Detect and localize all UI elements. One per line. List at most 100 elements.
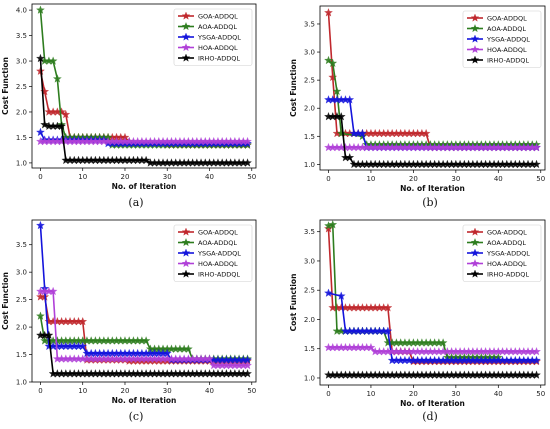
legend-entry: GOA-ADDQL: [198, 228, 238, 236]
x-tick-label: 30: [451, 390, 460, 398]
legend-entry: IRHO-ADDQL: [487, 56, 529, 64]
legend-entry: AOA-ADDQL: [487, 239, 526, 247]
data-point: [243, 369, 252, 378]
data-point: [438, 338, 448, 347]
legend-marker: [470, 227, 480, 236]
legend-marker: [181, 32, 191, 41]
legend-box: [462, 224, 542, 282]
legend-entry: IRHO-ADDQL: [487, 270, 529, 278]
x-tick-label: 0: [326, 175, 330, 183]
y-tick-label: 1.0: [16, 379, 27, 387]
legend-marker: [181, 43, 191, 52]
y-tick-label: 1.0: [304, 374, 315, 382]
y-tick-label: 2.5: [16, 83, 27, 91]
data-point: [36, 53, 45, 63]
data-layer: [324, 8, 541, 169]
data-point: [61, 109, 71, 119]
legend-entry: GOA-ADDQL: [487, 14, 527, 22]
x-tick-label: 0: [38, 173, 42, 181]
legend-marker: [470, 55, 480, 64]
legend-entry: HOA-ADDQL: [198, 260, 238, 268]
legend-entry: GOA-ADDQL: [487, 228, 527, 236]
legend-marker: [181, 11, 191, 20]
data-point: [328, 58, 338, 68]
legend-entry: HOA-ADDQL: [487, 46, 527, 54]
legend-marker: [470, 45, 480, 54]
x-tick-label: 50: [247, 387, 256, 395]
y-tick-label: 3.0: [304, 257, 315, 265]
data-point: [358, 128, 367, 138]
legend-marker: [470, 238, 480, 247]
x-tick-label: 10: [366, 390, 375, 398]
data-point: [328, 72, 338, 82]
data-layer: [36, 220, 252, 378]
x-tick-label: 20: [121, 387, 130, 395]
x-tick-label: 40: [205, 173, 214, 181]
legend-entry: YSGA-ADDQL: [197, 249, 241, 257]
y-tick-label: 3.0: [304, 49, 315, 57]
legend-entry: HOA-ADDQL: [198, 44, 238, 52]
y-axis-label: Cost Function: [1, 272, 10, 330]
y-tick-label: 3.5: [16, 241, 27, 249]
legend-marker: [470, 248, 480, 257]
panel-label: (d): [422, 410, 438, 423]
data-point: [40, 86, 50, 96]
data-point: [243, 158, 252, 167]
data-point: [78, 341, 88, 351]
legend-entry: AOA-ADDQL: [198, 239, 237, 247]
legend-entry: YSGA-ADDQL: [486, 249, 530, 257]
data-point: [345, 95, 355, 104]
data-point: [336, 128, 346, 138]
y-tick-label: 2.5: [16, 296, 27, 304]
data-point: [57, 121, 66, 130]
data-point: [366, 342, 376, 352]
x-tick-label: 10: [78, 173, 87, 181]
x-tick-label: 30: [163, 173, 172, 181]
panel-label: (c): [129, 410, 144, 423]
data-point: [36, 5, 45, 14]
x-tick-label: 10: [78, 387, 87, 395]
x-tick-label: 20: [409, 175, 418, 183]
x-axis-label: No. of Iteration: [112, 396, 177, 405]
legend-marker: [470, 34, 480, 43]
y-tick-label: 1.5: [304, 345, 315, 353]
data-point: [36, 220, 45, 230]
legend-entry: HOA-ADDQL: [487, 260, 527, 268]
chart-panel: 0 10 20 30 40 50 1.0 1.5 2.0 2.5 3.0 3.5 4.0 No. of I…: [1, 3, 257, 209]
data-point: [421, 128, 431, 138]
legend-marker: [181, 269, 191, 278]
data-point: [40, 120, 50, 129]
x-tick-label: 0: [326, 390, 330, 398]
data-point: [48, 56, 58, 65]
data-point: [324, 288, 333, 297]
x-tick-label: 30: [163, 387, 172, 395]
legend-marker: [470, 259, 480, 268]
legend-entry: GOA-ADDQL: [198, 12, 238, 20]
legend-entry: AOA-ADDQL: [198, 23, 237, 31]
y-tick-label: 2.0: [16, 324, 27, 332]
data-point: [328, 220, 338, 229]
legend-marker: [470, 269, 480, 278]
data-point: [532, 159, 541, 169]
x-axis-label: No. of Iteration: [400, 184, 465, 193]
y-tick-label: 3.0: [16, 58, 27, 66]
data-point: [205, 354, 214, 363]
data-point: [532, 370, 541, 379]
legend-entry: YSGA-ADDQL: [197, 33, 241, 41]
legend-box: [173, 8, 253, 66]
legend-box: [462, 10, 542, 68]
legend-entry: AOA-ADDQL: [487, 25, 526, 33]
y-tick-label: 2.5: [304, 77, 315, 85]
y-tick-label: 3.0: [16, 269, 27, 277]
x-tick-label: 0: [38, 387, 42, 395]
chart-panel: 0 10 20 30 40 50 1.0 1.5 2.0 2.5 3.0 3.5 No. of Iter…: [289, 219, 546, 423]
legend-marker: [181, 227, 191, 236]
data-point: [383, 303, 393, 312]
chart-panel: 0 10 20 30 40 50 1.0 1.5 2.0 2.5 3.0 3.5 No. of Iter…: [289, 5, 546, 209]
data-point: [532, 142, 541, 152]
data-point: [78, 316, 88, 326]
y-tick-label: 1.5: [304, 133, 315, 141]
x-tick-label: 40: [494, 390, 503, 398]
legend-marker: [181, 53, 191, 62]
data-point: [336, 112, 346, 121]
